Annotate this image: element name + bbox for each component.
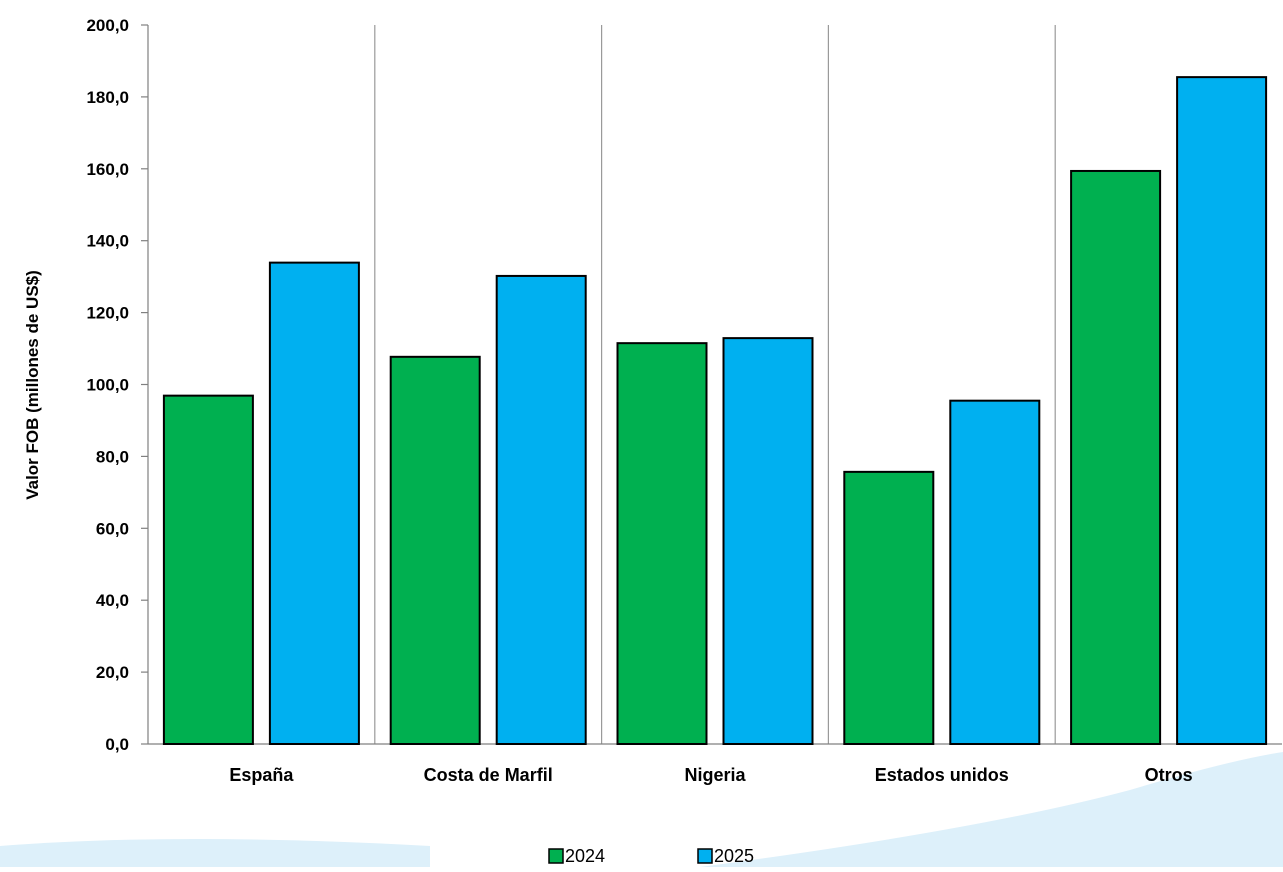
bar-2024-1 — [389, 355, 481, 745]
y-axis-title: Valor FOB (millones de US$) — [23, 270, 42, 500]
legend-label: 2024 — [565, 846, 605, 866]
x-tick-label: Costa de Marfil — [424, 765, 553, 785]
y-tick-label: 140,0 — [86, 232, 129, 251]
bar-2024-2 — [616, 342, 708, 745]
legend-swatch-2024 — [548, 848, 564, 864]
y-tick-label: 0,0 — [105, 735, 129, 754]
y-tick-label: 80,0 — [96, 447, 129, 466]
bar-2025-2 — [722, 337, 814, 745]
bar-2025-1 — [495, 274, 587, 745]
bars — [162, 76, 1268, 746]
y-tick-label: 180,0 — [86, 88, 129, 107]
legend: 2024 2025 — [548, 846, 754, 866]
bar-2024-4 — [1070, 169, 1162, 746]
legend-swatch-2025 — [697, 848, 713, 864]
x-tick-label: Estados unidos — [875, 765, 1009, 785]
swoosh-shape-left — [0, 839, 430, 867]
bar-2025-3 — [949, 399, 1041, 745]
legend-label: 2025 — [714, 846, 754, 866]
y-tick-label: 120,0 — [86, 304, 129, 323]
y-tick-label: 200,0 — [86, 16, 129, 35]
bar-2024-3 — [843, 470, 935, 745]
bar-2025-4 — [1176, 76, 1268, 745]
background-swoosh — [0, 752, 1283, 867]
category-separators — [374, 25, 1056, 744]
y-tick-label: 20,0 — [96, 663, 129, 682]
y-tick-label: 160,0 — [86, 160, 129, 179]
y-tick-label: 100,0 — [86, 376, 129, 395]
y-tick-label: 40,0 — [96, 591, 129, 610]
y-tick-label: 60,0 — [96, 519, 129, 538]
swoosh-shape-right — [700, 752, 1283, 867]
x-tick-label: Otros — [1145, 765, 1193, 785]
bar-2025-0 — [268, 261, 360, 745]
x-tick-label: España — [229, 765, 294, 785]
x-tick-label: Nigeria — [684, 765, 746, 785]
x-axis-labels: España Costa de Marfil Nigeria Estados unid… — [229, 765, 1192, 785]
bar-2024-0 — [162, 394, 254, 745]
